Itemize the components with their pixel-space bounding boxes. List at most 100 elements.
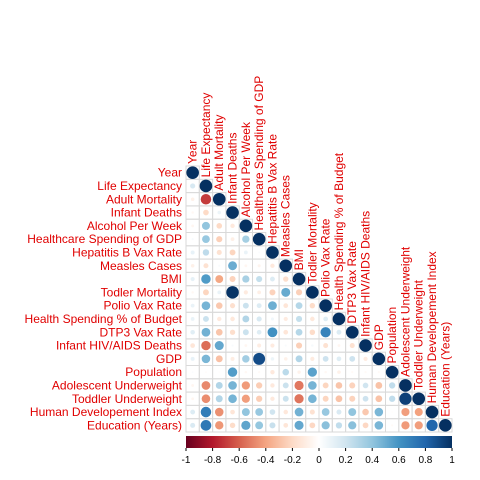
correlation-circle <box>319 299 332 312</box>
colorbar <box>186 436 452 448</box>
correlation-circle <box>270 396 275 401</box>
correlation-circle <box>243 290 248 295</box>
correlation-circle <box>257 343 262 348</box>
correlation-circle <box>216 236 223 243</box>
row-label: Infant Deaths <box>111 206 182 220</box>
correlation-circle <box>295 328 303 336</box>
correlation-circle <box>282 368 290 376</box>
correlation-circle <box>241 394 250 403</box>
row-label: Year <box>158 166 182 180</box>
correlation-circle <box>190 422 196 428</box>
correlation-circle <box>295 342 303 349</box>
correlation-circle <box>202 315 209 322</box>
column-label: Todler Mortality <box>305 202 319 283</box>
correlation-circle <box>414 421 423 430</box>
correlation-circle <box>191 384 195 387</box>
colorbar-tick-label: 0.2 <box>339 455 353 466</box>
row-label: Toddler Underweight <box>72 392 183 406</box>
row-label: Alcohol Per Week <box>87 219 183 233</box>
column-label: Education (Years) <box>438 322 452 417</box>
correlation-circle <box>202 289 209 296</box>
colorbar-gradient <box>186 436 452 448</box>
correlation-circle <box>258 251 261 254</box>
correlation-circle <box>294 394 304 404</box>
correlation-circle <box>201 327 211 337</box>
correlation-circle <box>190 343 196 348</box>
column-label: Adult Mortality <box>212 115 226 191</box>
correlation-circle <box>215 381 223 389</box>
column-label: Toddler Underweight <box>412 279 426 390</box>
correlation-circle <box>201 381 211 390</box>
correlation-circle <box>190 250 195 255</box>
row-label: Healthcare Spending of GDP <box>27 232 182 246</box>
correlation-circle <box>215 275 224 283</box>
correlation-circle <box>190 263 195 268</box>
column-label: GDP <box>372 324 386 350</box>
correlation-circles <box>186 166 452 432</box>
correlation-circle <box>202 249 210 256</box>
correlation-circle <box>215 421 224 430</box>
correlation-circle <box>362 408 369 416</box>
correlation-circle <box>255 408 264 416</box>
correlation-circle <box>310 356 315 361</box>
correlation-circle <box>269 422 276 429</box>
correlation-circle <box>242 315 250 323</box>
row-label: GDP <box>156 352 182 366</box>
correlation-circle <box>191 371 194 374</box>
correlation-circle <box>252 232 266 246</box>
correlation-circle <box>309 409 315 415</box>
correlation-circle <box>283 357 288 361</box>
correlation-circle <box>385 365 399 379</box>
correlation-circle <box>244 370 248 374</box>
correlation-circle <box>351 371 354 374</box>
correlation-circle <box>227 367 238 377</box>
column-label: Infant HIV/AIDS Deaths <box>359 211 373 337</box>
correlation-circle <box>191 211 194 214</box>
correlation-circle <box>214 407 224 417</box>
correlation-circle <box>359 339 372 352</box>
row-label: Population <box>125 365 182 379</box>
correlation-circle <box>216 249 222 255</box>
correlation-circle <box>186 166 199 179</box>
correlation-circle <box>337 344 341 347</box>
correlation-circle <box>412 392 426 406</box>
correlation-circle <box>256 395 263 402</box>
correlation-circle <box>200 406 212 418</box>
correlation-circle <box>363 356 368 361</box>
correlation-circle <box>202 235 210 244</box>
correlation-circle <box>345 325 359 339</box>
correlation-circle <box>375 395 383 403</box>
correlation-circle <box>191 291 194 294</box>
correlation-circle <box>191 224 195 228</box>
correlation-circle <box>270 343 275 348</box>
correlation-circle <box>203 263 209 269</box>
correlation-circle <box>229 422 236 429</box>
correlation-circle <box>242 235 250 243</box>
correlation-circle <box>323 316 329 322</box>
correlation-circle <box>200 420 212 431</box>
correlation-circle <box>362 422 369 429</box>
correlation-circle <box>241 381 250 390</box>
correlation-circle <box>190 183 196 189</box>
correlation-circle <box>425 405 439 419</box>
colorbar-tick-label: -0.8 <box>204 455 222 466</box>
column-label: BMI <box>292 249 306 270</box>
correlation-circle <box>270 357 275 361</box>
row-label: Adolescent Underweight <box>52 378 183 392</box>
correlation-circle <box>226 286 239 299</box>
correlation-circle <box>217 210 222 215</box>
column-label: Human Developement Index <box>425 251 439 403</box>
correlation-circle <box>389 395 396 402</box>
correlation-circle <box>306 286 319 299</box>
correlation-circle <box>336 356 342 362</box>
correlation-circle <box>294 420 304 430</box>
correlation-circle <box>269 409 276 415</box>
correlation-circle <box>257 290 262 295</box>
correlation-circle <box>253 352 266 365</box>
correlation-circle <box>256 382 263 389</box>
row-label: DTP3 Vax Rate <box>100 325 183 339</box>
correlation-circle <box>426 419 438 431</box>
correlation-circle <box>362 395 369 402</box>
correlation-circle <box>283 276 289 282</box>
